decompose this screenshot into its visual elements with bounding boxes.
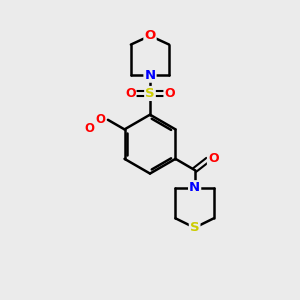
Text: O: O [85, 122, 95, 135]
Text: N: N [144, 69, 156, 82]
Text: O: O [144, 29, 156, 42]
Text: S: S [145, 87, 155, 100]
Text: O: O [95, 113, 105, 126]
Text: O: O [125, 87, 136, 100]
Text: N: N [189, 181, 200, 194]
Text: O: O [208, 152, 218, 165]
Text: O: O [164, 87, 175, 100]
Text: S: S [190, 221, 200, 234]
